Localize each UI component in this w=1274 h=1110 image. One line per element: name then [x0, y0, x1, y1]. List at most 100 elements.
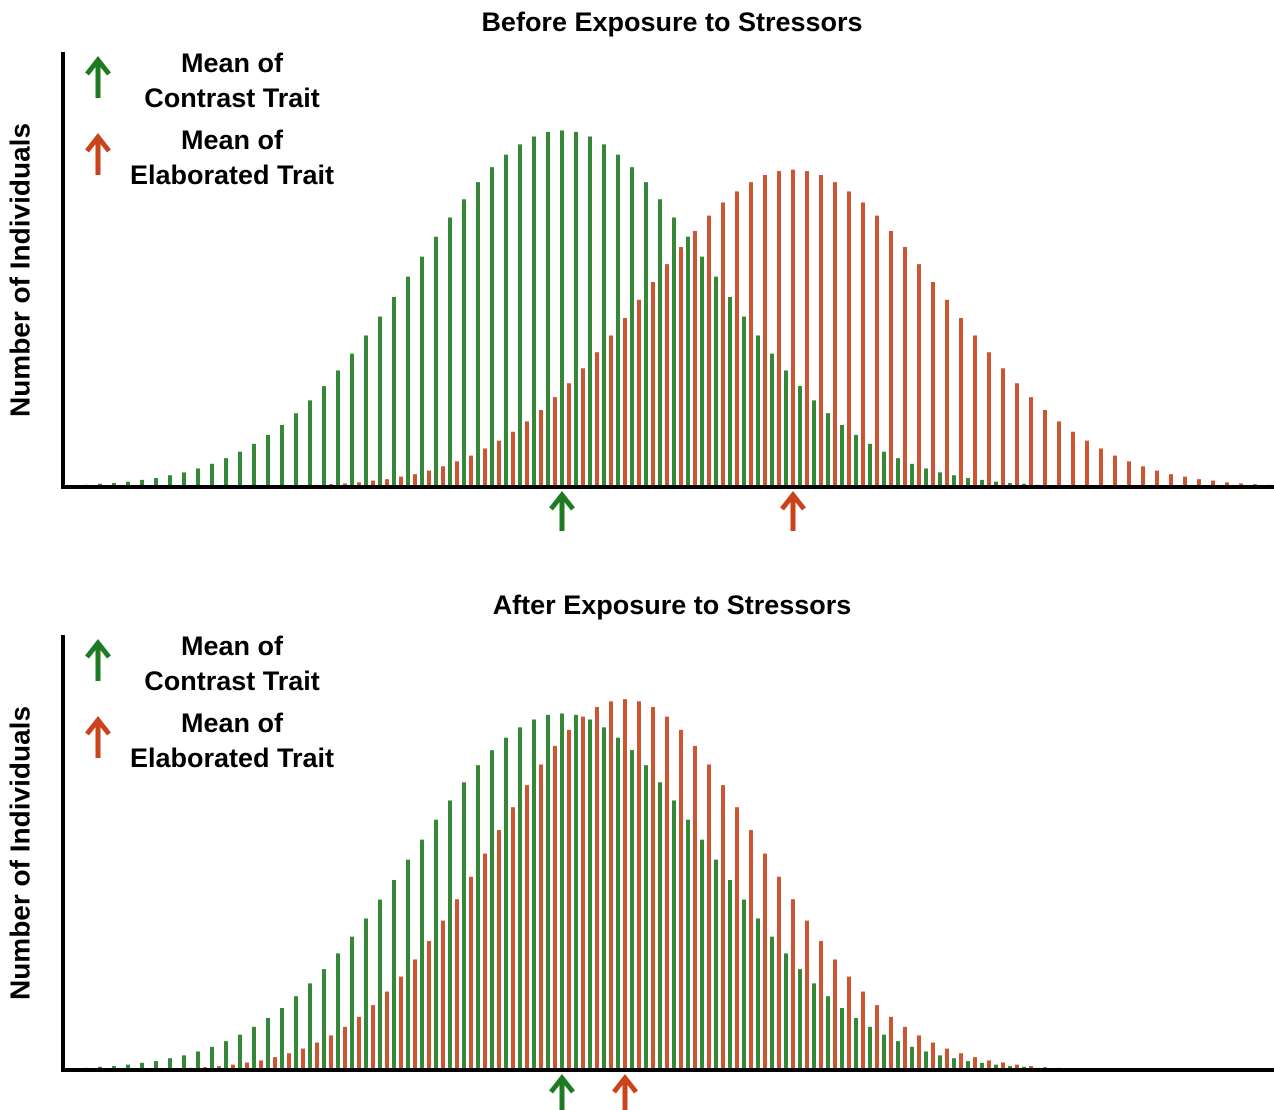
bar: [840, 1007, 844, 1070]
bar: [798, 386, 802, 487]
bar: [210, 463, 214, 487]
bar: [1127, 461, 1131, 487]
bar: [861, 991, 865, 1070]
bar: [1057, 421, 1061, 487]
bar: [364, 335, 368, 487]
bar: [371, 480, 375, 487]
bar: [917, 1035, 921, 1070]
bar: [350, 936, 354, 1070]
bar: [154, 1061, 158, 1070]
bar: [546, 714, 550, 1070]
bar: [266, 1017, 270, 1070]
bar: [679, 729, 683, 1070]
bar: [721, 202, 725, 487]
bar: [1029, 397, 1033, 487]
bar: [742, 899, 746, 1070]
bar: [490, 167, 494, 487]
bar: [168, 1058, 172, 1070]
bar: [504, 737, 508, 1070]
bar: [420, 839, 424, 1070]
bar: [924, 1051, 928, 1070]
bar: [980, 1062, 984, 1070]
bar: [371, 1005, 375, 1070]
bar: [770, 936, 774, 1070]
bar: [1015, 383, 1019, 487]
bar: [483, 853, 487, 1070]
bar: [567, 729, 571, 1070]
bar: [693, 230, 697, 487]
bar: [140, 1062, 144, 1070]
bar: [273, 1057, 277, 1070]
bar: [784, 370, 788, 487]
bar: [343, 1026, 347, 1070]
bar: [1113, 455, 1117, 487]
bar: [329, 1035, 333, 1070]
bar: [518, 727, 522, 1070]
bar: [896, 1041, 900, 1070]
bar: [539, 409, 543, 487]
bar: [1183, 476, 1187, 487]
bar: [987, 352, 991, 487]
bar: [826, 413, 830, 487]
legend-arrow: [85, 55, 111, 98]
bar: [749, 182, 753, 488]
bar: [707, 764, 711, 1070]
bar: [959, 317, 963, 487]
legend-label: Mean of Elaborated Trait: [129, 708, 335, 773]
mean-arrow: [780, 490, 806, 531]
legend-label: Mean of Elaborated Trait: [129, 125, 335, 190]
bar: [581, 716, 585, 1070]
bar: [819, 175, 823, 487]
bar: [756, 918, 760, 1070]
bar: [322, 386, 326, 487]
bar: [406, 859, 410, 1070]
bar: [252, 443, 256, 487]
bar: [791, 899, 795, 1070]
bar: [875, 215, 879, 487]
bar: [609, 335, 613, 487]
bar: [1001, 368, 1005, 487]
mean-arrow: [549, 1073, 575, 1110]
bar: [574, 131, 578, 488]
bar: [938, 1055, 942, 1070]
bar: [728, 296, 732, 487]
bar: [896, 458, 900, 487]
bar: [322, 969, 326, 1070]
bar: [686, 236, 690, 487]
bar: [483, 448, 487, 487]
bar: [812, 400, 816, 487]
bar: [707, 215, 711, 487]
bar: [392, 879, 396, 1070]
bar: [231, 1064, 235, 1070]
legend-arrow: [85, 715, 111, 758]
bar: [364, 918, 368, 1070]
bar: [588, 719, 592, 1070]
bar: [980, 479, 984, 487]
bar: [1071, 431, 1075, 487]
bar: [630, 167, 634, 487]
bar: [1225, 482, 1229, 487]
bar: [413, 474, 417, 487]
bar: [399, 976, 403, 1070]
bar: [616, 154, 620, 487]
bar: [721, 785, 725, 1070]
bar: [672, 217, 676, 487]
bar: [917, 264, 921, 487]
bar: [182, 1055, 186, 1070]
bar: [1001, 1062, 1005, 1070]
bar: [945, 1048, 949, 1070]
bar: [602, 144, 606, 487]
bar: [567, 383, 571, 487]
bar: [924, 468, 928, 487]
bar: [392, 296, 396, 487]
bar: [420, 256, 424, 487]
bar: [987, 1060, 991, 1070]
bar: [497, 440, 501, 487]
bar: [357, 482, 361, 487]
bar: [714, 276, 718, 487]
bar: [966, 478, 970, 487]
bar: [441, 920, 445, 1070]
bar: [385, 991, 389, 1070]
bar: [1141, 466, 1145, 487]
bar: [140, 479, 144, 487]
